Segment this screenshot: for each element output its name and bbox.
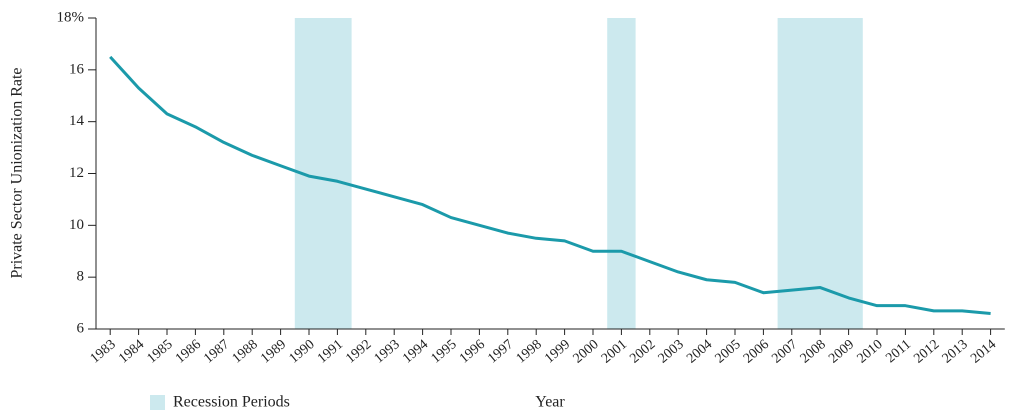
x-tick-label: 2011 — [883, 337, 914, 366]
x-tick-label: 1984 — [116, 337, 147, 366]
x-tick-label: 2001 — [599, 337, 630, 366]
x-tick-label: 1988 — [230, 337, 261, 366]
x-tick-label: 1985 — [145, 337, 176, 366]
x-tick-label: 1994 — [400, 337, 431, 366]
x-tick-label: 1997 — [485, 337, 516, 366]
x-tick-label: 1992 — [343, 337, 374, 366]
y-tick-label: 6 — [77, 320, 85, 336]
y-tick-label: 18% — [57, 9, 85, 25]
y-tick-label: 14 — [69, 113, 85, 129]
legend-label: Recession Periods — [173, 394, 290, 411]
recession-band — [607, 18, 636, 329]
x-tick-label: 1987 — [201, 337, 232, 366]
x-tick-label: 2012 — [911, 337, 942, 366]
x-tick-label: 1998 — [514, 337, 545, 366]
x-tick-label: 2010 — [855, 337, 886, 366]
x-tick-label: 1990 — [287, 337, 318, 366]
x-tick-label: 2007 — [769, 337, 800, 366]
x-tick-label: 2005 — [713, 337, 744, 366]
y-tick-label: 10 — [69, 217, 84, 233]
legend-swatch — [150, 395, 165, 410]
x-tick-label: 1993 — [372, 337, 403, 366]
x-tick-label: 1989 — [258, 337, 289, 366]
x-tick-label: 2009 — [826, 337, 857, 366]
x-tick-label: 2003 — [656, 337, 687, 366]
x-tick-label: 2006 — [741, 337, 772, 366]
x-tick-label: 1995 — [429, 337, 460, 366]
x-axis-label: Year — [535, 394, 565, 411]
y-tick-label: 8 — [77, 269, 85, 285]
x-tick-label: 2014 — [968, 337, 999, 366]
y-tick-label: 16 — [69, 61, 85, 77]
recession-band — [777, 18, 863, 329]
x-tick-label: 2000 — [571, 337, 602, 366]
x-tick-label: 2002 — [627, 337, 658, 366]
x-tick-label: 2013 — [940, 337, 971, 366]
x-tick-label: 1996 — [457, 337, 488, 366]
data-line — [109, 55, 991, 315]
y-axis-label: Private Sector Unionization Rate — [9, 67, 26, 278]
x-tick-label: 2008 — [798, 337, 829, 366]
y-tick-label: 12 — [69, 165, 84, 181]
x-tick-label: 2004 — [684, 337, 715, 366]
x-tick-label: 1999 — [542, 337, 573, 366]
x-tick-label: 1991 — [315, 337, 346, 366]
x-tick-label: 1983 — [88, 337, 119, 366]
x-tick-label: 1986 — [173, 337, 204, 366]
